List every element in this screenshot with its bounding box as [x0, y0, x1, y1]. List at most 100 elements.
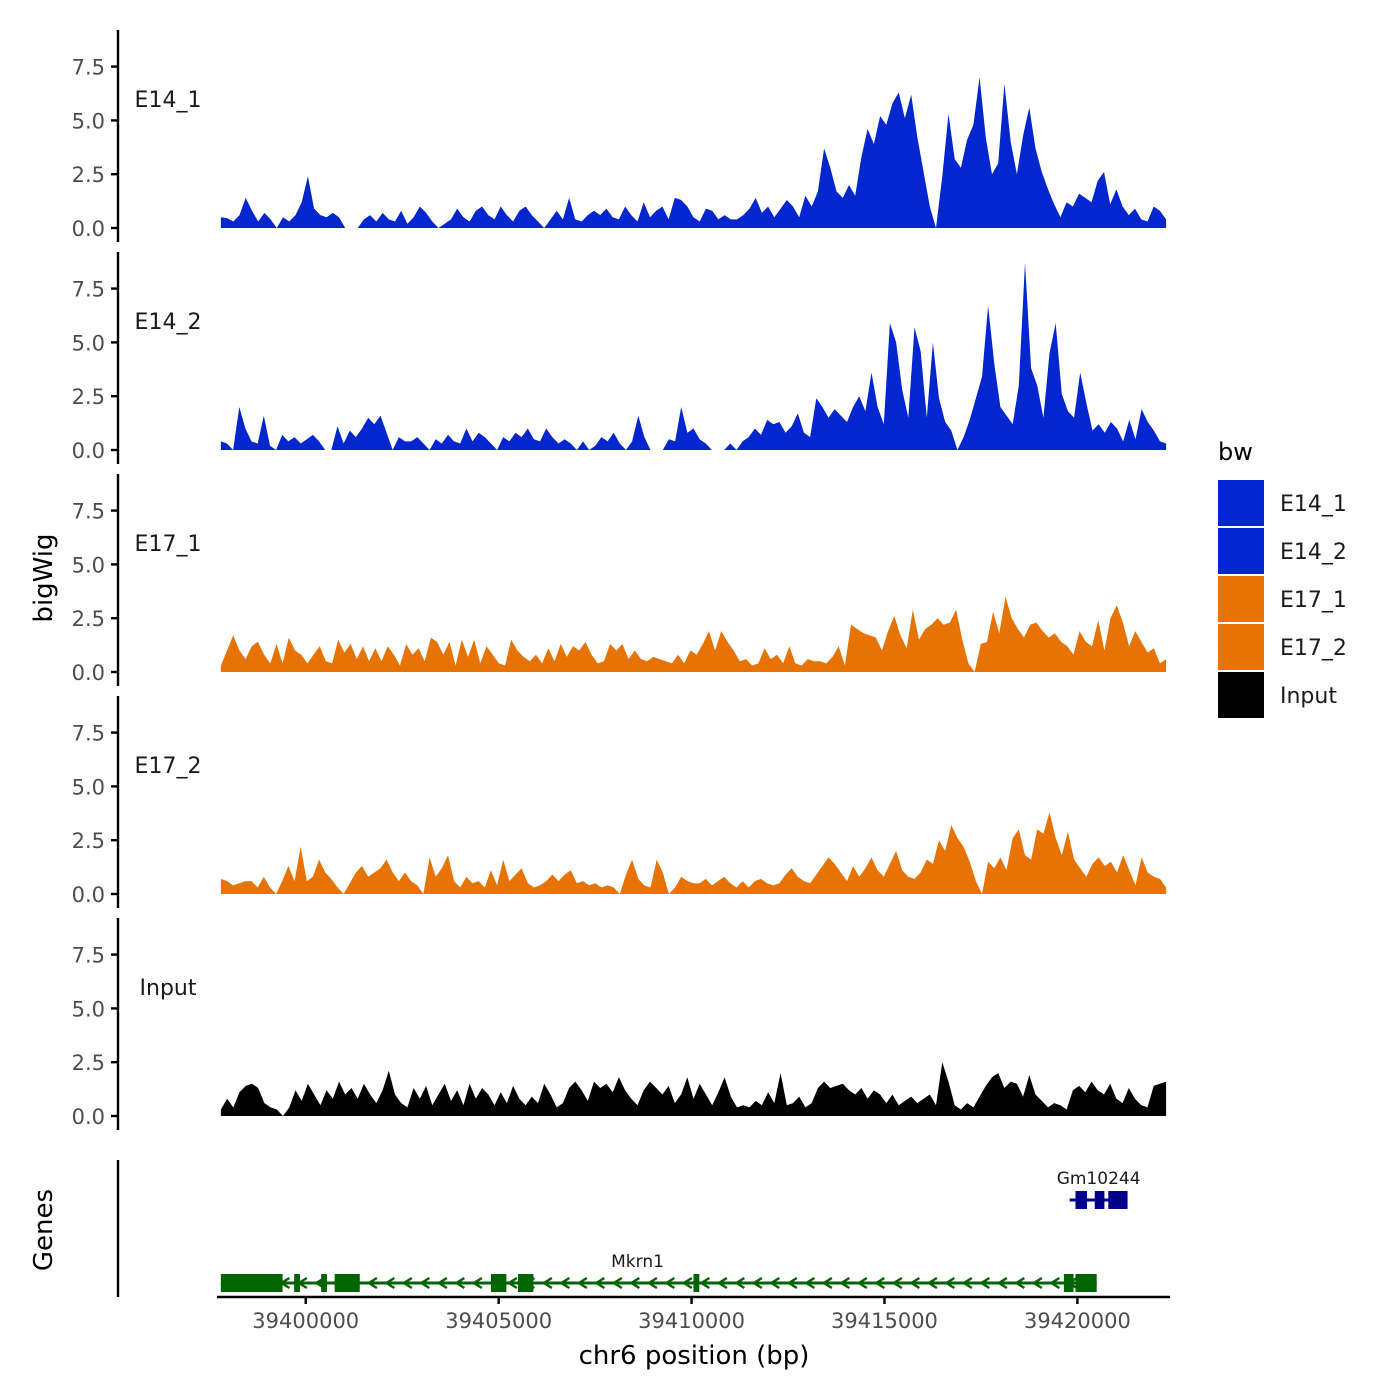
strand-arrow [769, 1276, 780, 1290]
strand-arrow [751, 1276, 763, 1290]
strand-arrow [1031, 1276, 1043, 1290]
strand-arrow [366, 1276, 378, 1290]
strand-arrow [804, 1276, 815, 1290]
strand-arrow [611, 1276, 623, 1290]
strand-arrow [541, 1276, 553, 1290]
strand-arrow [1014, 1276, 1025, 1290]
coverage-area-E14_1 [220, 77, 1167, 228]
strand-arrow [716, 1276, 728, 1290]
legend-swatch-E14_2 [1218, 528, 1264, 574]
x-axis-label: chr6 position (bp) [579, 1341, 810, 1371]
exon [220, 1274, 283, 1292]
legend-swatch-Input [1218, 672, 1264, 718]
y-tick-label: 0.0 [72, 661, 105, 685]
exon [517, 1274, 534, 1292]
legend-label-E14_1: E14_1 [1280, 492, 1347, 517]
strand-arrow [874, 1276, 885, 1290]
legend: bw E14_1 E14_2 E17_1 E17_2 Input [1218, 438, 1347, 718]
track-label-E14_1: E14_1 [135, 88, 202, 113]
y-tick-label: 5.0 [72, 331, 105, 355]
y-tick-label: 2.5 [72, 1051, 105, 1075]
gene-label-Mkrn1: Mkrn1 [611, 1252, 664, 1272]
strand-arrow [646, 1276, 658, 1290]
strand-arrow [1049, 1276, 1060, 1290]
exon [321, 1274, 327, 1292]
exon [693, 1274, 700, 1292]
strand-arrow [996, 1276, 1008, 1290]
strand-arrow [576, 1276, 588, 1290]
y-tick-label: 0.0 [72, 439, 105, 463]
strand-arrow [786, 1276, 798, 1290]
legend-swatch-E14_1 [1218, 480, 1264, 526]
strand-arrow [401, 1276, 413, 1290]
y-tick-label: 2.5 [72, 829, 105, 853]
y-tick-label: 7.5 [72, 722, 105, 746]
gene-Gm10244: Gm10244 [1057, 1169, 1141, 1209]
exon [1094, 1191, 1105, 1209]
strand-arrow [821, 1276, 833, 1290]
strand-arrow [681, 1276, 693, 1290]
legend-label-Input: Input [1280, 684, 1337, 709]
exon [1063, 1274, 1074, 1292]
y-tick-label: 5.0 [72, 553, 105, 577]
x-axis: 39400000 39405000 39410000 39415000 39420000 [217, 1295, 1170, 1333]
exon [1075, 1191, 1088, 1209]
strand-arrow [926, 1276, 938, 1290]
strand-arrow [856, 1276, 868, 1290]
y-tick-label: 5.0 [72, 109, 105, 133]
x-tick-label: 39410000 [638, 1309, 745, 1333]
strand-arrow [454, 1276, 465, 1290]
strand-arrow [734, 1276, 745, 1290]
y-axis-label-bigwig: bigWig [29, 533, 59, 622]
coverage-tracks: 0.0 2.5 5.0 7.5 E14_1 0.0 2.5 5.0 7.5 E14_2 0.0 2.5… [72, 30, 1167, 1130]
strand-arrow [506, 1276, 518, 1290]
gene-Mkrn1: Mkrn1 [220, 1252, 1097, 1292]
x-tick-label: 39420000 [1024, 1309, 1131, 1333]
gene-label-Gm10244: Gm10244 [1057, 1169, 1141, 1189]
y-tick-label: 5.0 [72, 775, 105, 799]
track-panel-Input: 0.0 2.5 5.0 7.5 Input [72, 918, 1167, 1130]
exon [294, 1274, 300, 1292]
strand-arrow [979, 1276, 990, 1290]
exon [490, 1274, 507, 1292]
legend-label-E14_2: E14_2 [1280, 540, 1347, 565]
exon [1075, 1274, 1097, 1292]
track-label-E17_2: E17_2 [135, 754, 202, 779]
strand-arrow [594, 1276, 605, 1290]
strand-arrow [839, 1276, 850, 1290]
strand-arrow [436, 1276, 448, 1290]
track-label-E17_1: E17_1 [135, 532, 202, 557]
y-tick-label: 0.0 [72, 883, 105, 907]
x-tick-label: 39415000 [831, 1309, 938, 1333]
exon [334, 1274, 360, 1292]
strand-arrow [629, 1276, 640, 1290]
y-tick-label: 0.0 [72, 217, 105, 241]
coverage-area-E14_2 [220, 262, 1167, 450]
y-tick-label: 7.5 [72, 500, 105, 524]
y-tick-label: 2.5 [72, 163, 105, 187]
y-axis-label-genes: Genes [29, 1189, 59, 1271]
legend-label-E17_2: E17_2 [1280, 636, 1347, 661]
track-label-Input: Input [140, 976, 197, 1001]
strand-arrow [944, 1276, 955, 1290]
y-tick-label: 7.5 [72, 278, 105, 302]
track-panel-E17_1: 0.0 2.5 5.0 7.5 E17_1 [72, 474, 1167, 686]
legend-swatch-E17_2 [1218, 624, 1264, 670]
track-panel-E17_2: 0.0 2.5 5.0 7.5 E17_2 [72, 696, 1167, 908]
y-tick-label: 0.0 [72, 1105, 105, 1129]
x-tick-label: 39400000 [252, 1309, 359, 1333]
strand-arrow [961, 1276, 973, 1290]
y-tick-label: 7.5 [72, 56, 105, 80]
strand-arrow [419, 1276, 430, 1290]
coverage-area-E17_1 [220, 596, 1167, 672]
strand-arrow [909, 1276, 920, 1290]
y-tick-label: 2.5 [72, 607, 105, 631]
track-panel-E14_1: 0.0 2.5 5.0 7.5 E14_1 [72, 30, 1167, 242]
track-panel-E14_2: 0.0 2.5 5.0 7.5 E14_2 [72, 252, 1167, 464]
strand-arrow [699, 1276, 710, 1290]
strand-arrow [891, 1276, 903, 1290]
exon [1108, 1191, 1128, 1209]
coverage-area-Input [220, 1062, 1167, 1116]
strand-arrow [471, 1276, 483, 1290]
